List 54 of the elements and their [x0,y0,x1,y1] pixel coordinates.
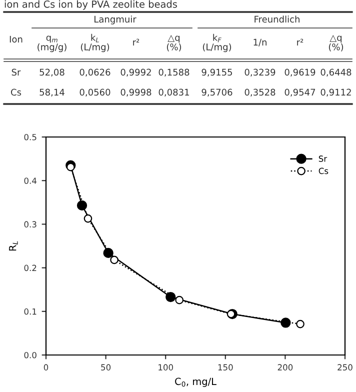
legend-label: Cs [318,168,328,174]
point [110,256,118,264]
point [280,318,291,328]
text: 58,14 [40,88,64,97]
text: △q (%) [166,34,182,52]
text: 0,9992 [120,68,151,77]
text: 52,08 [40,68,64,77]
x-tick-label: 200 [278,364,293,370]
text: Sr [12,68,21,76]
text: Langmuir [94,16,136,24]
y-tick-label: 0.1 [24,308,36,315]
y-tick-label: 0.5 [24,134,36,140]
y-axis-title: R$_{L}$ [9,241,18,251]
text: Ion [10,36,22,43]
point [175,296,184,304]
text: 0,3239 [244,68,276,77]
text: Cs [11,88,22,96]
y-tick-label: 0.3 [24,221,36,228]
text: 0,9547 [284,88,316,97]
y-tick-label: 0.2 [24,264,36,272]
y-tick-label: 0.0 [24,352,36,358]
text: 9,9155 [202,68,232,77]
text: 0,9998 [120,88,152,97]
x-axis-title: C$_{0}$, mg/L [175,378,216,387]
text: k$_{F}$ (L/mg) [202,34,232,52]
point [103,248,114,258]
text: ion and Cs ion by PVA zeolite beads [4,0,177,10]
x-tick-label: 100 [158,364,173,370]
point [84,214,92,223]
text: k$_{L}$ (L/mg) [80,34,110,52]
text: 0,1588 [158,68,190,77]
point [76,200,88,211]
text: Freundlich [254,16,300,23]
legend-label: Sr [318,156,328,162]
point [166,292,176,302]
text: r² [133,38,140,46]
text: 0,6448 [320,68,352,77]
x-tick-label: 150 [218,364,233,370]
point [296,320,304,328]
text: 0,0560 [80,88,110,97]
text: q$_{m}$ (mg/g) [38,36,66,52]
text: 0,9619 [284,68,316,77]
x-tick-label: 250 [338,364,352,370]
text: 0,3528 [244,88,276,97]
text: 0,0626 [80,68,110,77]
text: 1/n [254,38,266,46]
y-tick-label: 0.4 [24,178,37,184]
text: 9,5706 [202,88,232,97]
text: 0,0831 [158,88,189,97]
text: △q (%) [328,34,344,52]
x-tick-label: 0 [44,364,48,370]
text: r² [297,38,304,46]
text: 0,9112 [320,88,351,97]
x-tick-label: 50 [101,364,111,370]
